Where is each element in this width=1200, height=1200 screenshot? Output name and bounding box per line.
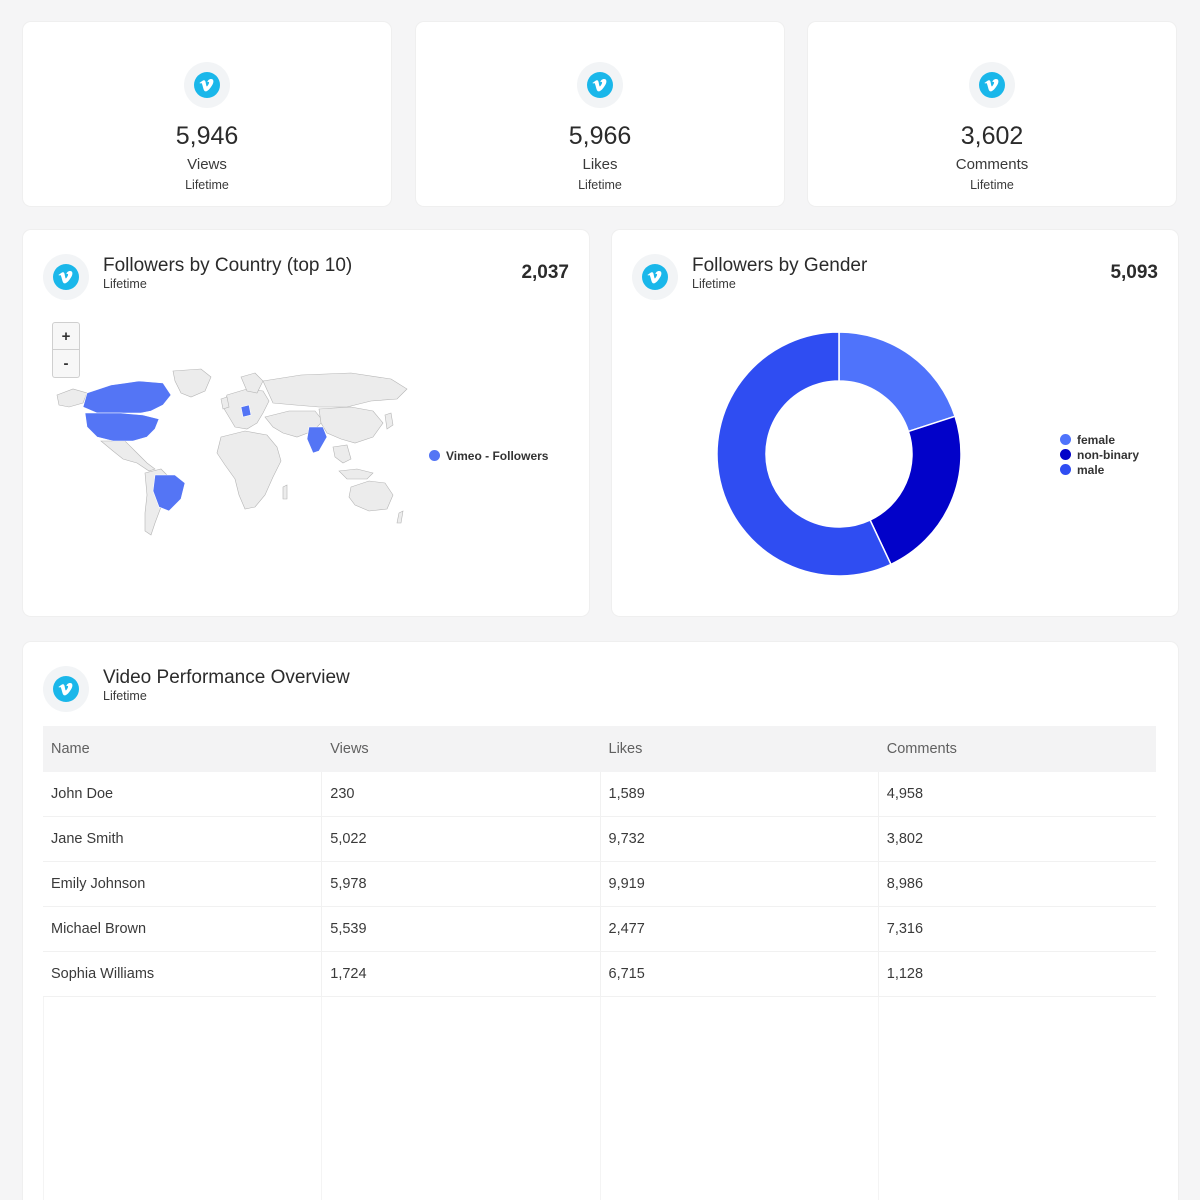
donut-slice-female[interactable] xyxy=(838,331,956,433)
map-canada xyxy=(82,380,172,414)
map-germany xyxy=(240,404,252,418)
cell-comments: 4,958 xyxy=(877,772,1156,816)
kpi-period: Lifetime xyxy=(578,178,622,192)
cell-views: 230 xyxy=(321,772,599,816)
kpi-card-views: 5,946 Views Lifetime xyxy=(23,22,391,206)
header-name[interactable]: Name xyxy=(51,741,90,757)
legend-swatch xyxy=(1060,434,1071,445)
zoom-in-button[interactable]: + xyxy=(52,322,80,350)
card-total: 5,093 xyxy=(1110,262,1158,283)
cell-views: 1,724 xyxy=(321,952,599,996)
donut-slice-male[interactable] xyxy=(716,331,892,577)
card-title: Followers by Gender xyxy=(692,255,868,276)
table-row: Michael Brown 5,539 2,477 7,316 xyxy=(43,907,1156,952)
kpi-label: Comments xyxy=(955,156,1029,173)
legend-label: female xyxy=(1077,433,1116,447)
kpi-value: 5,946 xyxy=(175,122,239,150)
legend-item-female[interactable]: female xyxy=(1060,433,1139,448)
cell-views: 5,978 xyxy=(321,862,599,906)
legend-swatch xyxy=(429,450,440,461)
cell-likes: 6,715 xyxy=(599,952,878,996)
zoom-out-button[interactable]: - xyxy=(52,350,80,378)
table-header: Name Views Likes Comments xyxy=(43,726,1156,772)
cell-name: Michael Brown xyxy=(51,921,147,937)
cell-comments: 1,128 xyxy=(877,952,1156,996)
table-row: John Doe 230 1,589 4,958 xyxy=(43,772,1156,817)
card-title: Video Performance Overview xyxy=(103,667,350,688)
legend-label: Vimeo - Followers xyxy=(446,449,549,463)
cell-likes: 9,919 xyxy=(599,862,878,906)
table-row: Jane Smith 5,022 9,732 3,802 xyxy=(43,817,1156,862)
map-legend[interactable]: Vimeo - Followers xyxy=(429,449,548,463)
kpi-period: Lifetime xyxy=(185,178,229,192)
cell-views: 5,022 xyxy=(321,817,599,861)
cell-name: Emily Johnson xyxy=(51,876,146,892)
donut-slice-non-binary[interactable] xyxy=(869,415,962,566)
map-greenland xyxy=(172,368,212,398)
cell-views: 5,539 xyxy=(321,907,599,951)
table-row: Sophia Williams 1,724 6,715 1,128 xyxy=(43,952,1156,997)
vimeo-icon xyxy=(43,254,89,300)
cell-comments: 3,802 xyxy=(877,817,1156,861)
video-table: Name Views Likes Comments John Doe 230 1… xyxy=(43,726,1156,997)
legend-label: non-binary xyxy=(1077,448,1139,462)
kpi-value: 5,966 xyxy=(568,122,632,150)
kpi-label: Likes xyxy=(582,156,618,173)
legend-item-male[interactable]: male xyxy=(1060,463,1139,478)
kpi-value: 3,602 xyxy=(960,122,1024,150)
map-india xyxy=(306,426,328,454)
kpi-period: Lifetime xyxy=(970,178,1014,192)
cell-likes: 9,732 xyxy=(599,817,878,861)
vimeo-icon xyxy=(184,62,230,108)
table-empty-area xyxy=(43,997,1156,1200)
map-australia xyxy=(348,480,394,512)
cell-name: Jane Smith xyxy=(51,831,124,847)
gender-donut-chart xyxy=(716,331,962,577)
card-period: Lifetime xyxy=(692,277,736,291)
cell-name: John Doe xyxy=(51,786,114,802)
map-china xyxy=(318,406,384,444)
header-comments[interactable]: Comments xyxy=(886,741,957,757)
vimeo-icon xyxy=(577,62,623,108)
map-united-states xyxy=(84,412,160,442)
video-performance-card: Video Performance Overview Lifetime Name… xyxy=(23,642,1178,1200)
kpi-label: Views xyxy=(187,156,227,173)
gender-legend: female non-binary male xyxy=(1060,433,1139,478)
legend-swatch xyxy=(1060,464,1071,475)
card-period: Lifetime xyxy=(103,689,147,703)
cell-comments: 7,316 xyxy=(877,907,1156,951)
map-russia xyxy=(262,372,408,408)
world-map xyxy=(56,368,408,536)
cell-name: Sophia Williams xyxy=(51,966,155,982)
table-row: Emily Johnson 5,978 9,919 8,986 xyxy=(43,862,1156,907)
cell-comments: 8,986 xyxy=(877,862,1156,906)
followers-by-gender-card: Followers by Gender Lifetime 5,093 femal… xyxy=(612,230,1178,616)
card-title: Followers by Country (top 10) xyxy=(103,255,353,276)
map-brazil xyxy=(152,474,186,512)
header-likes[interactable]: Likes xyxy=(608,741,643,757)
card-total: 2,037 xyxy=(521,262,569,283)
map-africa xyxy=(216,430,282,510)
card-period: Lifetime xyxy=(103,277,147,291)
map-mexico xyxy=(100,440,156,472)
header-views[interactable]: Views xyxy=(330,741,369,757)
cell-likes: 2,477 xyxy=(599,907,878,951)
kpi-card-comments: 3,602 Comments Lifetime xyxy=(808,22,1176,206)
legend-item-non-binary[interactable]: non-binary xyxy=(1060,448,1139,463)
cell-likes: 1,589 xyxy=(599,772,878,816)
legend-label: male xyxy=(1077,463,1105,477)
followers-by-country-card: Followers by Country (top 10) Lifetime 2… xyxy=(23,230,589,616)
vimeo-icon xyxy=(632,254,678,300)
vimeo-icon xyxy=(43,666,89,712)
map-alaska xyxy=(56,388,88,408)
vimeo-icon xyxy=(969,62,1015,108)
legend-swatch xyxy=(1060,449,1071,460)
kpi-card-likes: 5,966 Likes Lifetime xyxy=(416,22,784,206)
